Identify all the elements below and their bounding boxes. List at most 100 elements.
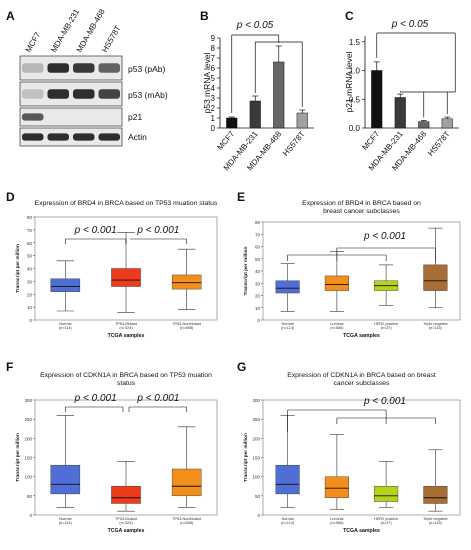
sig-pvalue-d2: p < 0.001 (136, 225, 179, 236)
blot-band (98, 133, 120, 141)
box-normal (275, 464, 300, 495)
box-luminal (324, 476, 349, 498)
sig-pvalue-f1: p < 0.001 (74, 393, 117, 404)
sig-pvalue-b: p < 0.05 (236, 20, 274, 31)
box-group-count: (n=114) (281, 521, 295, 525)
plot-y-tick-label: 0 (29, 513, 32, 518)
bar-y-tick-label: 1 (211, 114, 216, 123)
sig-pvalue-c: p < 0.05 (391, 19, 429, 30)
bar-y-tick-label: 1.0 (349, 67, 361, 76)
bar-y-tick-label: 5 (211, 74, 216, 83)
plot-y-tick-label: 10 (255, 306, 261, 311)
plot-y-tick-label: 150 (252, 456, 260, 461)
box-group-label: Normal (282, 322, 294, 326)
bar-mda-mb-231 (394, 97, 406, 129)
plot-title: breast cancer subclasses (323, 208, 400, 215)
bar-mda-mb-468 (273, 61, 285, 129)
box-group-count: (n=37) (381, 326, 393, 330)
bar-category-label: HS578T (426, 129, 452, 157)
bar-category-label: MCF7 (360, 129, 381, 152)
bar-y-label: p21 mRNA level (344, 51, 354, 112)
box-group-label: Normal (59, 322, 71, 326)
box-her2-positive (374, 486, 399, 502)
blot-band (22, 133, 44, 141)
plot-y-tick-label: 250 (252, 417, 260, 422)
box-group-label: TP53-NonMutant (172, 517, 202, 521)
panel-letter-g: G (237, 360, 246, 374)
box-group-label: Triple negative (423, 322, 448, 326)
box-group-label: TP53-NonMutant (172, 322, 202, 326)
blot-band (47, 133, 69, 141)
plot-title: Expression of CDKN1A in BRCA based on br… (287, 372, 436, 379)
bar-mda-mb-468 (418, 121, 430, 129)
box-luminal (324, 275, 349, 291)
plot-y-tick-label: 30 (27, 279, 33, 284)
plot-y-tick-label: 200 (24, 436, 32, 441)
plot-y-label: Transcript per million (15, 244, 21, 293)
blot-band-label: p53 (mAb) (128, 90, 168, 100)
blot-band-label: Actin (128, 132, 147, 142)
bar-y-tick-label: 0 (211, 124, 216, 133)
plot-y-tick-label: 100 (24, 475, 32, 480)
plot-title: Expression of BRD4 in BRCA based on (302, 200, 421, 207)
blot-band-label: p53 (pAb) (128, 64, 165, 74)
box-normal (50, 464, 81, 495)
blot-band (22, 113, 44, 121)
box-group-count: (n=37) (381, 521, 393, 525)
plot-y-tick-label: 20 (255, 294, 261, 299)
panel-letter-e: E (237, 190, 245, 204)
blot-band (73, 133, 95, 141)
plot-y-label: Transcript per million (243, 247, 249, 296)
panel-letter-c: C (345, 9, 354, 23)
blot-band (22, 63, 44, 73)
bar-y-tick-label: 8 (211, 44, 216, 53)
box-group-count: (n=116) (429, 521, 443, 525)
blot-membrane (19, 107, 123, 127)
blot-band (98, 63, 120, 73)
plot-y-tick-label: 40 (255, 269, 261, 274)
box-group-count: (n=114) (281, 326, 295, 330)
bar-mda-mb-231 (249, 100, 261, 129)
box-triple-negative (423, 264, 448, 291)
sig-pvalue-f2: p < 0.001 (136, 393, 179, 404)
box-group-count: (n=324) (119, 326, 133, 330)
box-tp53-mutant (111, 486, 141, 504)
blot-band-label: p21 (128, 112, 142, 122)
plot-y-tick-label: 80 (27, 215, 33, 220)
box-group-count: (n=566) (330, 521, 344, 525)
plot-y-tick-label: 50 (255, 257, 261, 262)
box-group-label: Triple negative (423, 517, 448, 521)
plot-y-tick-label: 40 (27, 267, 33, 272)
box-normal (50, 278, 81, 292)
plot-y-tick-label: 30 (255, 281, 261, 286)
bar-y-tick-label: 7 (211, 54, 216, 63)
plot-y-tick-label: 0 (29, 318, 32, 323)
plot-y-tick-label: 0 (257, 513, 260, 518)
blot-band (73, 89, 95, 99)
bar-category-label: MCF7 (215, 129, 236, 152)
bar-hs578t (296, 112, 308, 129)
bar-y-tick-label: 9 (211, 34, 216, 43)
panel-letter-b: B (200, 9, 209, 23)
box-tp53-nonmutant (171, 468, 202, 497)
plot-y-tick-label: 300 (24, 398, 32, 403)
box-group-count: (n=698) (180, 521, 194, 525)
panel-letter-d: D (6, 190, 15, 204)
bar-hs578t (441, 118, 453, 129)
bar-category-label: HS578T (281, 129, 307, 157)
plot-y-tick-label: 60 (27, 241, 33, 246)
bar-mcf7 (371, 70, 383, 129)
blot-band (47, 89, 69, 99)
plot-y-tick-label: 20 (27, 292, 33, 297)
plot-x-label: TCGA samples (108, 528, 145, 534)
plot-y-tick-label: 50 (255, 494, 261, 499)
plot-y-tick-label: 150 (24, 456, 32, 461)
box-group-count: (n=698) (180, 326, 194, 330)
box-group-label: Luminal (330, 517, 343, 521)
bar-y-tick-label: 4 (211, 84, 216, 93)
blot-band (22, 89, 44, 99)
bar-y-tick-label: 3 (211, 94, 216, 103)
plot-x-label: TCGA samples (343, 528, 380, 534)
bar-y-tick-label: 0.5 (349, 95, 361, 104)
